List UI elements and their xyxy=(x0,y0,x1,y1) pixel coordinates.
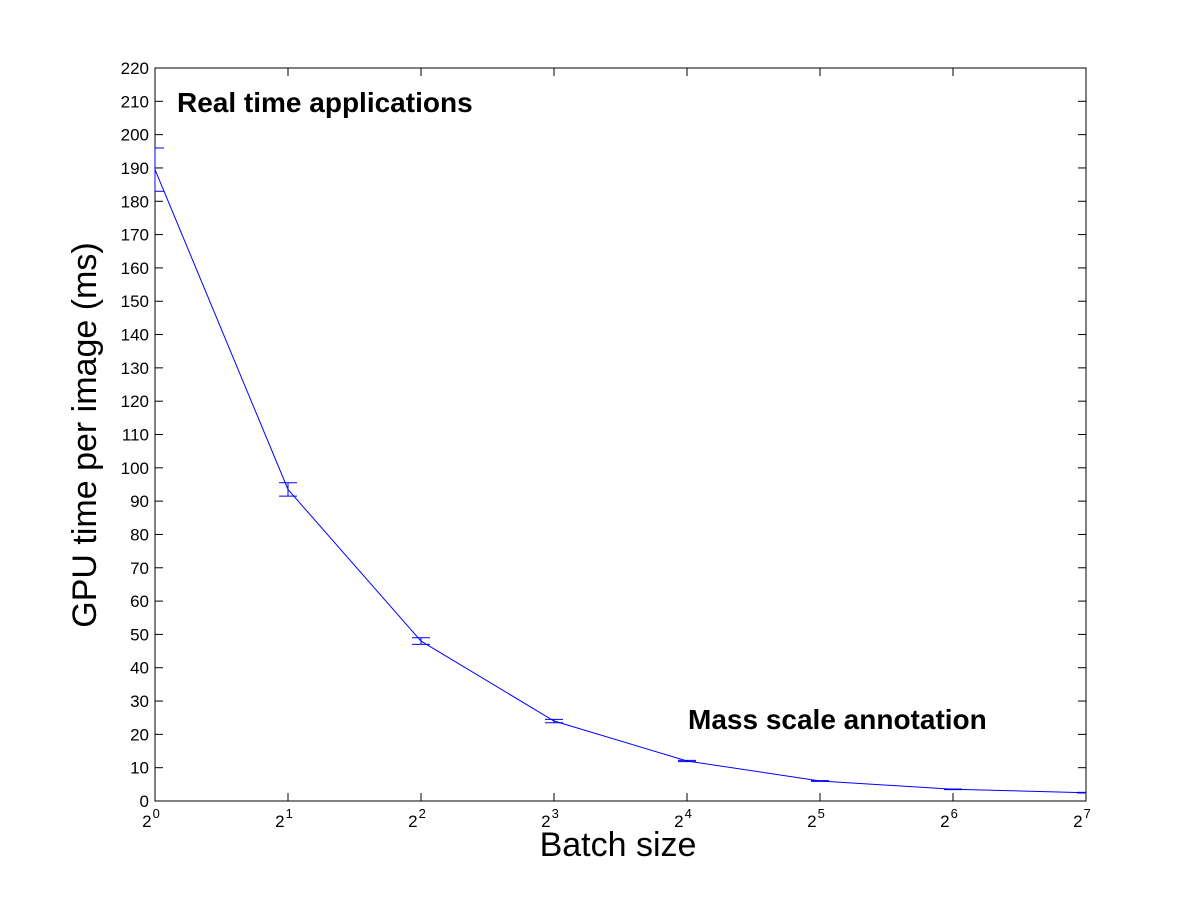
x-tick-label: 23 xyxy=(541,806,559,831)
y-tick-label: 140 xyxy=(121,326,149,345)
y-tick-label: 90 xyxy=(130,492,149,511)
error-bar xyxy=(545,718,563,724)
x-tick-label: 25 xyxy=(807,806,825,831)
x-tick-label: 26 xyxy=(940,806,958,831)
x-axis: 20 21 22 23 24 25 26 27 xyxy=(142,68,1091,831)
y-tick-label: 210 xyxy=(121,92,149,111)
error-bar xyxy=(1077,791,1087,794)
y-tick-label: 120 xyxy=(121,392,149,411)
series-line xyxy=(154,169,1087,794)
y-tick-label: 220 xyxy=(121,59,149,78)
y-tick-label: 150 xyxy=(121,292,149,311)
x-tick-label: 20 xyxy=(142,806,160,831)
error-bar xyxy=(154,147,164,192)
error-bar xyxy=(811,780,829,782)
y-tick-label: 190 xyxy=(121,159,149,178)
error-bar xyxy=(944,788,962,791)
y-tick-label: 200 xyxy=(121,126,149,145)
y-tick-label: 40 xyxy=(130,659,149,678)
y-tick-label: 20 xyxy=(130,725,149,744)
annotation-mass-scale: Mass scale annotation xyxy=(688,704,987,735)
y-tick-label: 110 xyxy=(122,426,149,445)
x-tick-label: 21 xyxy=(275,806,293,831)
plot-frame xyxy=(154,67,1087,802)
x-axis-label: Batch size xyxy=(540,826,697,864)
y-tick-label: 60 xyxy=(130,592,149,611)
y-tick-label: 10 xyxy=(130,759,149,778)
y-tick-label: 180 xyxy=(121,192,149,211)
y-tick-label: 130 xyxy=(121,359,149,378)
y-tick-label: 80 xyxy=(130,525,149,544)
y-tick-label: 50 xyxy=(130,625,149,644)
y-axis: 0 10 20 30 40 50 60 70 80 90 100 110 120 130 140 150 160… xyxy=(121,59,1086,811)
x-tick-label: 22 xyxy=(408,806,426,831)
x-tick-label: 24 xyxy=(674,806,692,831)
y-tick-label: 170 xyxy=(121,226,149,245)
annotation-real-time: Real time applications xyxy=(177,87,473,118)
axes-frame xyxy=(154,67,1087,802)
error-bar xyxy=(678,759,696,763)
y-tick-label: 160 xyxy=(121,259,149,278)
x-tick-label: 27 xyxy=(1073,806,1091,831)
y-axis-label: GPU time per image (ms) xyxy=(66,242,104,627)
series-layer xyxy=(154,147,1087,794)
y-tick-label: 30 xyxy=(130,692,149,711)
y-tick-label: 0 xyxy=(140,792,149,811)
error-bar xyxy=(279,482,297,497)
error-bar xyxy=(412,637,430,645)
y-tick-label: 100 xyxy=(121,459,149,478)
y-tick-label: 70 xyxy=(130,559,149,578)
